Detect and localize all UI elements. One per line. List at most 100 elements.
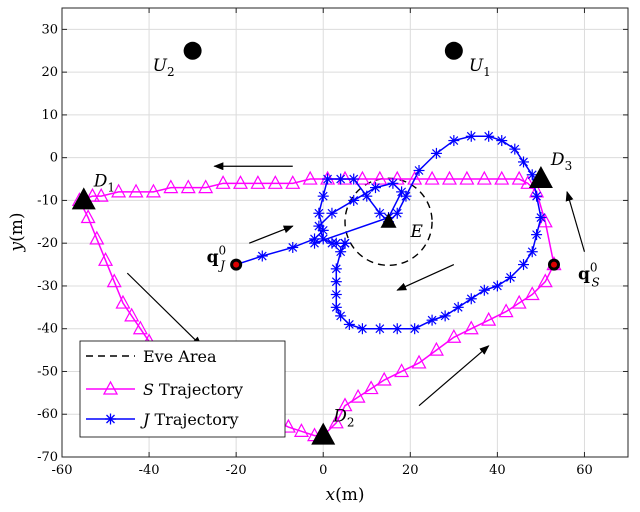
series-marker-triangle — [80, 209, 96, 224]
user-marker — [444, 41, 463, 60]
point-label-d1: D1 — [93, 171, 115, 194]
y-tick-label: -50 — [37, 364, 58, 379]
series-marker-star — [322, 173, 334, 185]
series-marker-triangle — [441, 170, 457, 185]
series-marker-triangle — [494, 170, 510, 185]
series-marker-triangle — [446, 329, 462, 343]
series-marker-star — [313, 207, 325, 219]
series-marker-triangle — [524, 286, 540, 301]
direction-arrow — [418, 345, 490, 407]
series-marker-star — [452, 301, 464, 313]
series-marker-triangle — [84, 187, 100, 202]
y-tick-label: -70 — [37, 450, 58, 465]
series-marker-star — [413, 164, 425, 176]
series-marker-triangle — [411, 354, 427, 369]
x-tick-label: -40 — [139, 463, 160, 478]
point-qj: q0 J — [207, 244, 243, 273]
legend: Eve Area S Trajectory J Trajectory — [79, 340, 286, 438]
series-marker-star — [330, 301, 342, 313]
direction-arrow — [126, 272, 203, 347]
series-marker-star — [361, 190, 373, 202]
series-marker-triangle — [198, 179, 214, 194]
y-tick-label: -20 — [37, 236, 58, 251]
point-e: E — [380, 212, 424, 242]
eve-area-circle — [344, 177, 433, 267]
series-marker-star — [496, 135, 508, 147]
series-marker-star — [430, 147, 442, 159]
series-marker-triangle — [350, 388, 366, 403]
destination-marker — [71, 187, 96, 210]
series-marker-triangle — [363, 380, 379, 395]
series-marker-star — [335, 173, 347, 185]
series-marker-star — [535, 212, 547, 224]
x-axis-label: x(m) — [326, 485, 365, 505]
direction-arrow — [248, 225, 294, 244]
series-marker-star — [374, 207, 386, 219]
y-tick-label: -10 — [37, 193, 58, 208]
x-tick-label: 0 — [319, 463, 327, 478]
series-marker-star — [343, 318, 355, 330]
series-marker-star — [326, 237, 338, 249]
series-marker-star — [526, 246, 538, 258]
series-marker-star — [256, 250, 268, 262]
series-marker-triangle — [389, 170, 405, 185]
point-d1: D1 — [71, 171, 115, 210]
series-marker-star — [409, 323, 421, 335]
series-marker-star — [326, 207, 338, 219]
series-marker-star — [335, 246, 347, 258]
point-label-d2: D2 — [332, 407, 354, 430]
series-marker-star — [478, 284, 490, 296]
legend-s-label: S Trajectory — [143, 380, 243, 399]
series-marker-star — [391, 207, 403, 219]
destination-marker — [528, 166, 553, 189]
start-marker-inner — [233, 261, 240, 268]
legend-s-rest: Trajectory — [154, 380, 243, 399]
point-u2: U2 — [153, 41, 202, 79]
y-tick-label: -60 — [37, 407, 58, 422]
direction-arrow — [396, 264, 455, 291]
series-marker-triangle — [394, 363, 410, 378]
series-marker-triangle — [93, 187, 109, 202]
legend-eve-label: Eve Area — [143, 347, 217, 366]
series-marker-star — [348, 194, 360, 206]
x-tick-label: 40 — [489, 463, 506, 478]
point-d3: D3 — [528, 150, 572, 189]
series-marker-star — [439, 310, 451, 322]
series-marker-triangle — [98, 252, 114, 266]
series-marker-star — [465, 293, 477, 305]
y-tick-label: 30 — [41, 22, 58, 37]
user-marker — [183, 41, 202, 60]
series-marker-star — [531, 229, 543, 241]
series-marker-triangle — [293, 423, 309, 437]
point-label-d3: D3 — [550, 150, 572, 173]
series-marker-triangle — [328, 414, 344, 429]
series-marker-triangle — [424, 170, 440, 185]
series-marker-triangle — [511, 294, 527, 309]
point-d2: D2 — [311, 407, 355, 445]
series-marker-triangle — [106, 273, 122, 288]
series-marker-star — [287, 241, 299, 253]
series-marker-triangle — [115, 294, 131, 309]
series-marker-star — [448, 135, 460, 147]
series-marker-star — [356, 323, 368, 335]
series-marker-triangle — [145, 183, 161, 198]
series-marker-star — [483, 130, 495, 142]
series-marker-triangle — [511, 170, 527, 185]
series-marker-triangle — [285, 175, 301, 189]
series-marker-star — [491, 280, 503, 292]
series-marker-triangle — [428, 341, 444, 356]
series-marker-star — [317, 190, 329, 202]
series-marker-star — [465, 130, 477, 142]
series-marker-triangle — [463, 320, 479, 335]
series-marker-triangle — [233, 175, 249, 189]
point-label-qs: q0 S — [578, 261, 600, 290]
point-label-e: E — [410, 222, 424, 242]
plot-frame — [61, 7, 629, 458]
series-marker-star — [330, 276, 342, 288]
legend-j-rest: Trajectory — [149, 410, 238, 429]
series-marker-star — [504, 271, 516, 283]
series-marker-star — [518, 259, 530, 271]
series-marker-star — [426, 314, 438, 326]
series-marker-star — [387, 177, 399, 189]
series-marker-triangle — [267, 175, 283, 189]
